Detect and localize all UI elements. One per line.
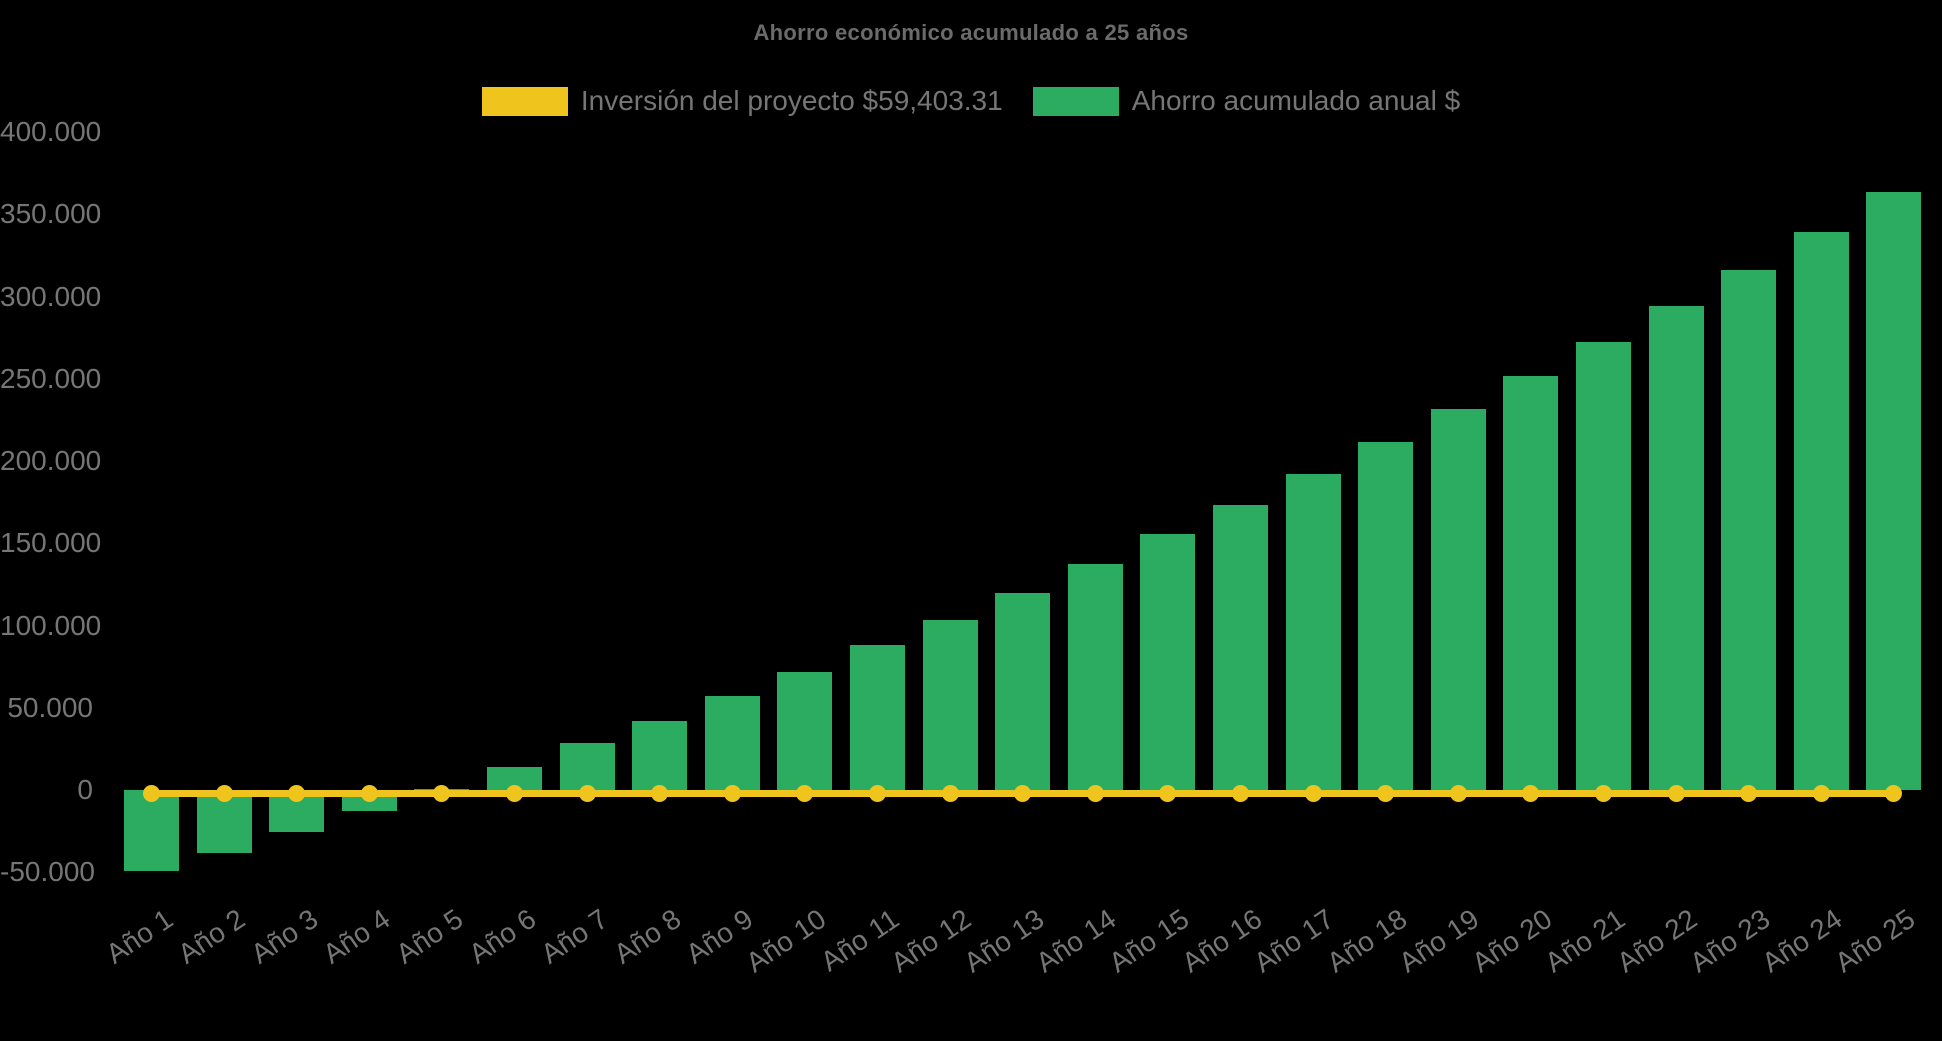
y-axis-tick-label: 200.000: [0, 445, 102, 476]
investment-line-marker: [360, 785, 378, 802]
investment-line-marker: [869, 785, 886, 802]
bar-año-6: [487, 767, 542, 790]
y-axis-tick-label: 50.000: [7, 691, 93, 723]
y-axis-tick-label: 100.000: [0, 609, 102, 641]
bar-año-12: [922, 619, 978, 790]
y-axis-tick-label: 350.000: [0, 198, 102, 230]
bar-año-10: [777, 672, 833, 790]
bar-año-21: [1576, 341, 1631, 790]
savings-legend-label: Ahorro acumulado anual $: [1131, 85, 1461, 116]
bar-año-25: [1866, 192, 1922, 790]
bar-año-24: [1793, 232, 1849, 790]
investment-legend-label: Inversión del proyecto $59,403.31: [580, 85, 1003, 116]
bar-año-13: [995, 592, 1051, 790]
investment-line-marker: [1232, 785, 1249, 802]
chart-title: Ahorro económico acumulado a 25 años: [753, 20, 1189, 45]
legend-item-savings[interactable]: Ahorro acumulado anual $: [1032, 85, 1461, 117]
investment-line-marker: [1885, 785, 1903, 802]
investment-line-marker: [1667, 785, 1685, 802]
investment-line-marker: [288, 785, 306, 802]
y-axis-tick-label: -50.000: [0, 856, 95, 888]
bar-año-20: [1503, 376, 1559, 790]
investment-line-marker: [1522, 785, 1540, 802]
y-axis-tick-label: 400.000: [0, 116, 102, 147]
investment-line-marker: [723, 785, 741, 802]
bar-año-8: [632, 721, 688, 790]
investment-line-marker: [1595, 785, 1612, 802]
investment-line-marker: [796, 785, 814, 802]
investment-line-marker: [1812, 785, 1830, 802]
investment-line-marker: [143, 785, 160, 802]
investment-line-marker: [1449, 785, 1467, 802]
investment-line-marker: [941, 785, 959, 802]
investment-line-marker: [215, 785, 233, 802]
bar-año-14: [1067, 563, 1123, 790]
bar-año-16: [1213, 504, 1268, 790]
bar-año-7: [559, 743, 615, 790]
investment-line-marker: [1377, 785, 1395, 802]
bar-año-19: [1430, 409, 1486, 790]
investment-line-marker: [1740, 785, 1758, 802]
bar-año-15: [1140, 534, 1196, 790]
bar-año-18: [1358, 442, 1414, 790]
bar-año-23: [1721, 269, 1777, 790]
investment-line-marker: [1086, 785, 1104, 802]
bar-año-1: [124, 790, 179, 872]
bar-año-11: [850, 645, 905, 790]
legend: Inversión del proyecto $59,403.31 Ahorro…: [0, 85, 1942, 117]
legend-item-investment[interactable]: Inversión del proyecto $59,403.31: [481, 85, 1003, 117]
investment-line-marker: [651, 785, 669, 802]
y-axis-tick-label: 300.000: [0, 280, 102, 312]
investment-line-marker: [1014, 785, 1032, 802]
bar-año-22: [1648, 305, 1704, 790]
investment-line-marker: [433, 785, 451, 802]
chart-area: Ahorro económico acumulado a 25 años Inv…: [0, 20, 1942, 979]
investment-line-marker: [1159, 785, 1177, 802]
y-axis-tick-label: 0: [77, 774, 93, 805]
investment-line-marker: [1304, 785, 1322, 802]
investment-line-marker: [578, 785, 596, 802]
investment-legend-swatch: [481, 86, 568, 116]
y-axis-tick-label: 250.000: [0, 362, 102, 394]
bar-año-17: [1285, 474, 1341, 790]
y-axis-tick-label: 150.000: [0, 527, 102, 559]
savings-legend-swatch: [1032, 86, 1119, 116]
bar-año-9: [704, 696, 760, 790]
investment-line-marker: [506, 785, 523, 802]
